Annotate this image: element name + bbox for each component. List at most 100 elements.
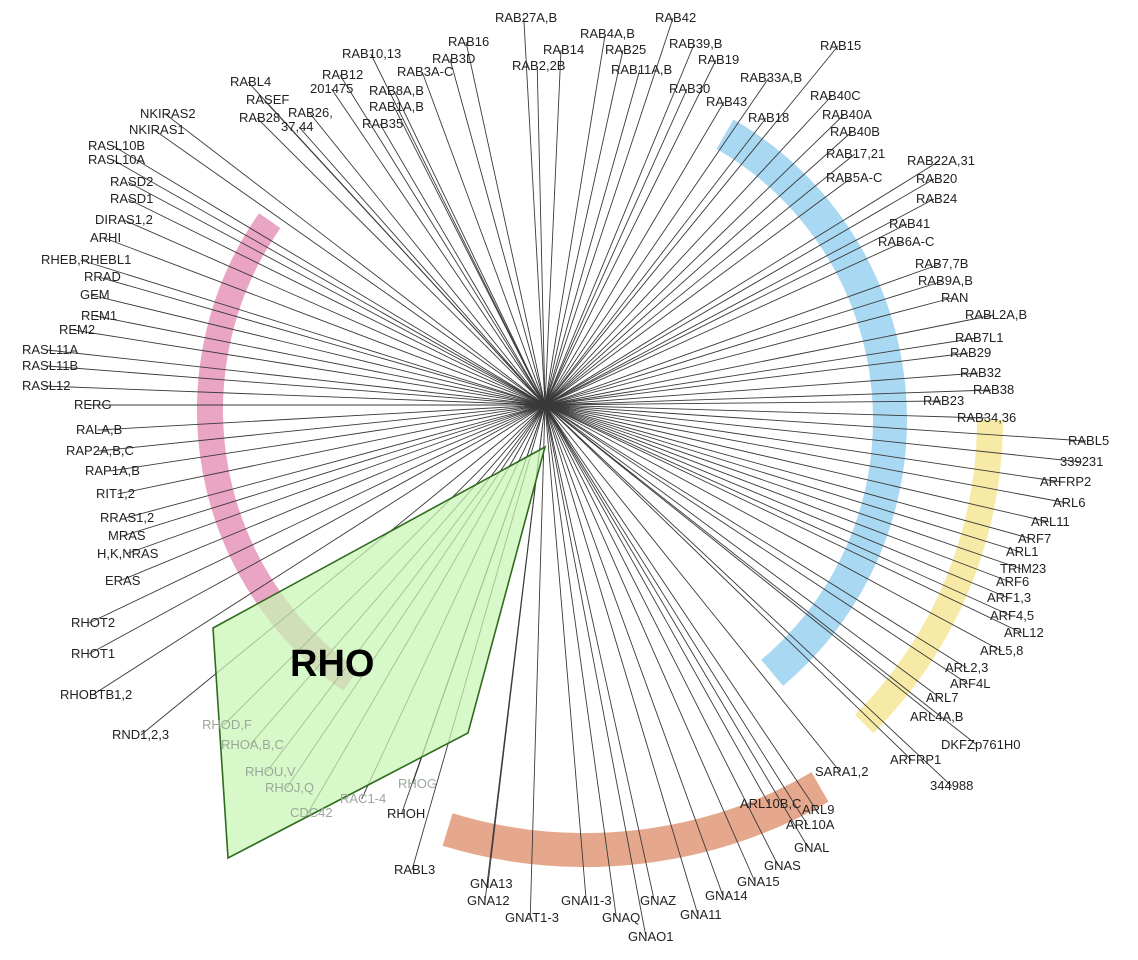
tree-branch [544,404,1062,483]
leaf-label: RHOA,B,C [221,737,284,752]
leaf-label: ARL2,3 [945,660,988,675]
tree-branch [544,404,587,902]
leaf-label: ARL9 [802,802,835,817]
leaf-label: RAB3A-C [397,64,453,79]
leaf-label: RAC1-4 [340,791,386,806]
tree-branch [544,95,832,406]
leaf-label: GNA12 [467,893,510,908]
tree-branch [544,404,1050,523]
tree-branch [110,404,546,472]
tree-branch [544,404,1009,599]
leaf-label: RAB33A,B [740,70,802,85]
leaf-label: ARFRP2 [1040,474,1091,489]
leaf-label: GNAZ [640,893,676,908]
tree-branch [544,389,992,406]
tree-branch [127,198,546,406]
leaf-label: ARL6 [1053,495,1086,510]
leaf-label: RABL5 [1068,433,1109,448]
tree-branch [544,43,695,406]
leaf-label: RERG [74,397,112,412]
leaf-label: RRAS1,2 [100,510,154,525]
leaf-label: RAB14 [543,42,584,57]
tree-branch [544,404,756,883]
leaf-label: RASL11A [22,342,78,357]
tree-branch [544,160,940,406]
tree-branch [544,404,1082,463]
leaf-label: RHOH [387,806,425,821]
rho-clade-polygon [212,445,547,860]
leaf-labels: RAB27A,B RAB4A,B RAB42 RAB16 RAB14 RAB25 RAB39… [22,10,1109,944]
leaf-label: GNAT1-3 [505,910,559,925]
leaf-label: RHEB,RHEBL1 [41,252,131,267]
leaf-label: RHOD,F [202,717,252,732]
leaf-label: RAB8A,B [369,83,424,98]
tree-branch [164,113,546,406]
tree-branch [544,69,641,406]
leaf-label: RAP2A,B,C [66,443,134,458]
leaf-label: NKIRAS1 [129,122,185,137]
tree-branch [125,404,546,555]
leaf-label: RAB11A,B [611,62,672,77]
tree-branch [544,400,942,406]
leaf-label: RAB2,2B [512,58,565,73]
leaf-label: GNA11 [680,907,722,922]
tree-branch [544,404,978,746]
tree-branch [544,49,562,406]
tree-branch [544,404,617,919]
leaf-label: ARL10B,C [740,796,801,811]
tree-branch [88,404,546,624]
tree-branch [544,117,767,406]
leaf-label: RASL11B [22,358,78,373]
tree-branch [544,404,809,849]
tree-branch [544,404,841,773]
leaf-label: GNAS [764,858,801,873]
tree-branch [92,404,546,696]
tree-branch [529,404,546,919]
tree-branch [95,315,546,406]
leaf-label: 339231 [1060,454,1103,469]
tree-branches [43,17,1087,938]
tree-branch [544,404,1002,652]
tree-branch [544,177,852,406]
tree-branch [544,404,1033,540]
leaf-label: H,K,NRAS [97,546,159,561]
leaf-label: RAB23 [923,393,964,408]
tree-branch [309,112,546,406]
tree-branch [256,117,546,406]
leaf-label: RHOBTB1,2 [60,687,132,702]
leaf-label: GEM [80,287,110,302]
leaf-label: RAB20 [916,171,957,186]
leaf-label: CDC42 [290,805,333,820]
tree-branch [123,219,546,406]
leaf-label: DIRAS1,2 [95,212,153,227]
leaf-label: ARFRP1 [890,752,941,767]
tree-branch [536,65,546,406]
tree-branch [544,88,688,406]
tree-branch [544,45,839,406]
leaf-label: GNAL [794,840,829,855]
tree-branch [112,159,546,406]
leaf-label: GNA15 [737,874,780,889]
rab-subfamily-arc [716,119,907,686]
leaf-label: RAB25 [605,42,646,57]
leaf-label: RAB32 [960,365,1001,380]
leaf-label: GNA13 [470,876,513,891]
tree-branch [263,99,546,406]
tree-branch [544,404,699,916]
tree-branch [544,404,1087,442]
leaf-label: RABL2A,B [965,307,1027,322]
leaf-label: RASD2 [110,174,153,189]
tree-branch [544,404,969,685]
leaf-label: RHOG [398,776,437,791]
tree-branch [98,276,546,406]
tree-branch [125,404,546,519]
leaf-label: RRAD [84,269,121,284]
leaf-label: RAB40A [822,107,872,122]
tree-branch [97,404,546,431]
leaf-label: ARF1,3 [987,590,1031,605]
tree-branch [544,372,979,406]
leaf-label: RAB18 [748,110,789,125]
leaf-label: REM1 [81,308,117,323]
leaf-label: RASD1 [110,191,153,206]
arf-subfamily-arc [854,419,1003,734]
